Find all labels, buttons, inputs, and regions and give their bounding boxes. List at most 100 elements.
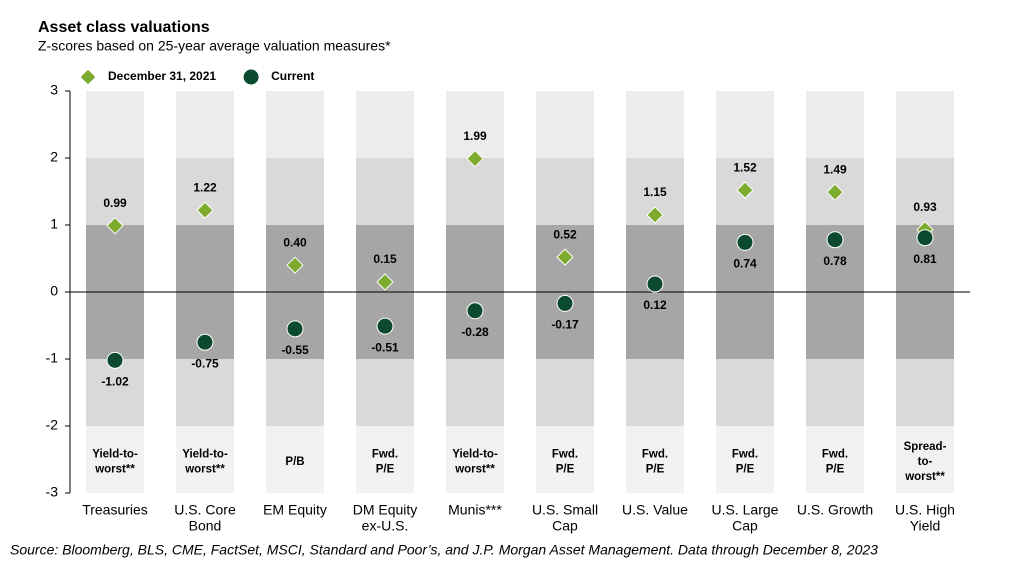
measure-label: worst** — [94, 464, 135, 476]
circle-point — [286, 320, 304, 338]
data-label: -0.75 — [191, 356, 219, 370]
chart-subtitle: Z-scores based on 25-year average valuat… — [38, 38, 391, 54]
data-label: -0.55 — [281, 343, 309, 357]
column-band — [536, 158, 594, 225]
diamond-point — [736, 181, 754, 199]
circle-point — [736, 233, 754, 251]
measure-label: P/E — [736, 464, 755, 476]
column-band — [266, 426, 324, 493]
column-band — [176, 426, 234, 493]
column-band — [896, 292, 954, 359]
data-label: 0.74 — [733, 257, 757, 271]
x-tick-label: U.S. Value — [622, 502, 688, 518]
data-label: -0.17 — [551, 318, 579, 332]
y-tick-label: -3 — [46, 484, 59, 500]
data-label: 1.52 — [733, 160, 757, 174]
circle-point — [466, 302, 484, 320]
measure-label: P/E — [826, 464, 845, 476]
column-band — [176, 225, 234, 292]
data-label: 1.99 — [463, 129, 487, 143]
data-label: -1.02 — [101, 375, 129, 389]
circle-point — [106, 351, 124, 369]
measure-label: P/B — [285, 456, 304, 468]
diamond-point — [556, 248, 574, 266]
column-band — [716, 91, 774, 158]
column-band — [716, 426, 774, 493]
column-band — [446, 225, 504, 292]
measure-label: P/E — [556, 464, 575, 476]
diamond-point — [646, 206, 664, 224]
data-label: 0.81 — [913, 252, 937, 266]
diamond-point — [376, 273, 394, 291]
column-band — [896, 91, 954, 158]
column-band — [446, 426, 504, 493]
measure-label: worst** — [184, 464, 225, 476]
column-band — [356, 91, 414, 158]
x-tick-label: Treasuries — [82, 502, 148, 518]
x-tick-label: Bond — [189, 518, 222, 534]
measure-label: Fwd. — [372, 449, 398, 461]
data-label: -0.28 — [461, 325, 489, 339]
x-tick-label: Cap — [552, 518, 578, 534]
column-band — [86, 292, 144, 359]
y-tick-label: -1 — [46, 350, 59, 366]
source-note: Source: Bloomberg, BLS, CME, FactSet, MS… — [10, 542, 878, 558]
column-band — [626, 91, 684, 158]
data-label: 0.52 — [553, 227, 577, 241]
column-band — [86, 225, 144, 292]
column-band — [86, 426, 144, 493]
column-band — [446, 91, 504, 158]
measure-label: Spread- — [904, 441, 947, 453]
diamond-point — [466, 149, 484, 168]
x-tick-label: U.S. Small — [532, 502, 598, 518]
circle-point — [556, 294, 574, 312]
diamond-point — [826, 183, 844, 201]
data-label: 1.15 — [643, 185, 667, 199]
measure-label: Fwd. — [552, 449, 578, 461]
measure-label: Yield-to- — [452, 449, 498, 461]
x-tick-label: U.S. Core — [174, 502, 236, 518]
column-band — [806, 426, 864, 493]
data-label: 0.99 — [103, 196, 127, 210]
column-band — [896, 359, 954, 426]
measure-label: P/E — [376, 464, 395, 476]
measure-label: Fwd. — [822, 449, 848, 461]
legend-marker — [242, 68, 260, 86]
column-band — [266, 158, 324, 225]
column-band — [806, 91, 864, 158]
column-band — [176, 91, 234, 158]
legend-marker — [79, 68, 97, 86]
column-band — [266, 91, 324, 158]
data-label: 0.12 — [643, 298, 667, 312]
column-band — [716, 359, 774, 426]
data-label: 0.78 — [823, 254, 847, 268]
legend-label: December 31, 2021 — [108, 69, 216, 83]
data-label: 1.22 — [193, 180, 217, 194]
column-band — [626, 292, 684, 359]
column-band — [86, 359, 144, 426]
column-band — [86, 158, 144, 225]
data-label: 0.40 — [283, 235, 307, 249]
column-band — [356, 158, 414, 225]
circle-point — [196, 333, 214, 351]
column-band — [806, 359, 864, 426]
measure-label: Fwd. — [642, 449, 668, 461]
column-band — [626, 359, 684, 426]
measure-label: to- — [918, 456, 933, 468]
diamond-point — [106, 216, 124, 235]
data-label: 0.15 — [373, 252, 397, 266]
x-tick-label: Yield — [910, 518, 941, 534]
column-band — [446, 359, 504, 426]
legend-label: Current — [271, 69, 314, 83]
data-label: 1.49 — [823, 162, 847, 176]
measure-label: Yield-to- — [182, 449, 228, 461]
diamond-point — [196, 201, 214, 219]
x-tick-label: U.S. High — [895, 502, 955, 518]
measure-label: Fwd. — [732, 449, 758, 461]
column-band — [896, 426, 954, 493]
column-band — [626, 426, 684, 493]
y-tick-label: 1 — [50, 216, 58, 232]
column-band — [266, 359, 324, 426]
circle-point — [916, 229, 934, 247]
